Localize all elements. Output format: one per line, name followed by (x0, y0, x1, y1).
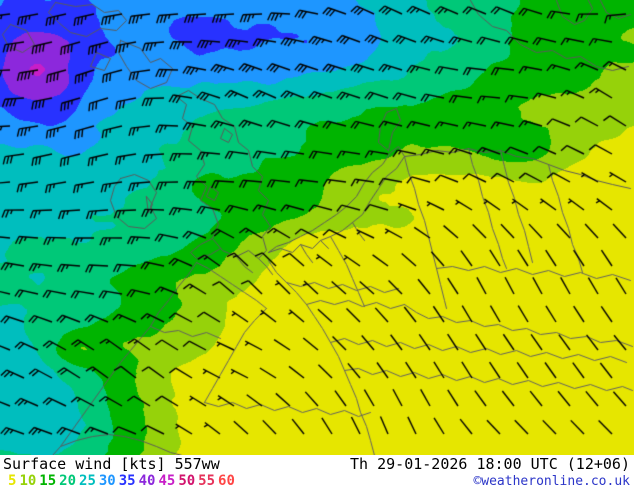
legend-tick-35: 35 (118, 473, 136, 489)
legend-tick-10: 10 (19, 473, 37, 489)
legend-tick-25: 25 (79, 473, 96, 489)
legend-tick-30: 30 (98, 473, 116, 489)
legend-tick-5: 5 (8, 473, 17, 489)
copyright-label: ©weatheronline.co.uk (473, 474, 630, 489)
legend-tick-15: 15 (39, 473, 57, 489)
valid-time-label: Th 29-01-2026 18:00 UTC (12+06) (350, 455, 630, 473)
legend-tick-55: 55 (198, 473, 216, 489)
map-footer: Surface wind [kts] 557ww Th 29-01-2026 1… (0, 455, 634, 490)
legend-tick-60: 60 (218, 473, 235, 489)
legend-tick-50: 50 (178, 473, 196, 489)
legend-tick-45: 45 (158, 473, 176, 489)
color-scale-legend: 5 10 15 20 25 30 35 40 45 50 55 60 (8, 474, 238, 489)
legend-tick-20: 20 (59, 473, 77, 489)
weather-map[interactable] (0, 0, 634, 455)
wind-speed-shading (0, 0, 634, 455)
map-title: Surface wind [kts] 557ww (3, 455, 220, 473)
legend-tick-40: 40 (138, 473, 156, 489)
